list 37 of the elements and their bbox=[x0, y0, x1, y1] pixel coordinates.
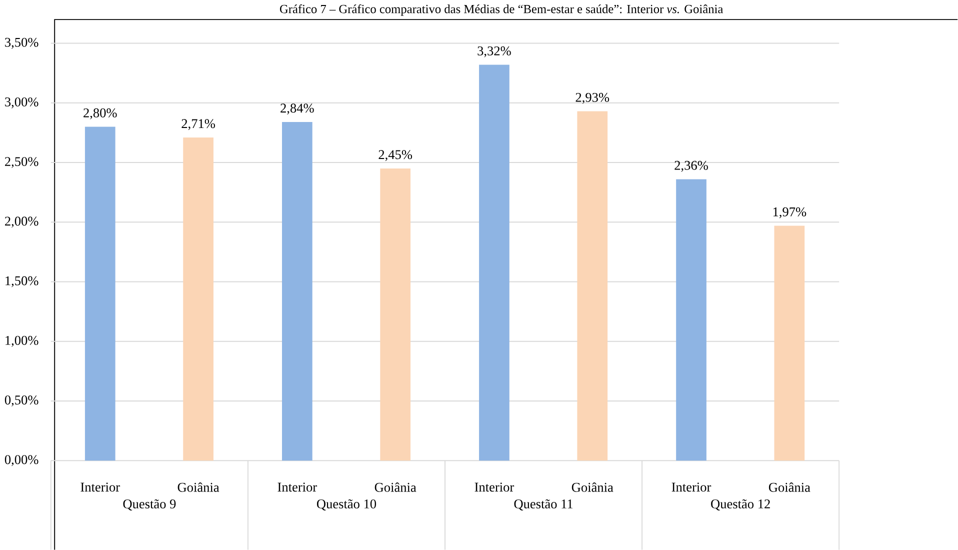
y-tick-label: 3,50% bbox=[5, 38, 38, 49]
bar bbox=[183, 137, 214, 460]
text: Goiânia bbox=[572, 482, 614, 492]
y-tick-label: 2,50% bbox=[5, 156, 38, 168]
text: Interior bbox=[278, 482, 317, 492]
bar bbox=[774, 226, 805, 460]
y-tick-label: 1,50% bbox=[6, 276, 38, 288]
chart-title: Gráfico 7 – Gráfico comparativo das Médias de “Bem-estar e saúde”: Interior vs. Goiânia bbox=[280, 4, 724, 16]
series-label: Interior bbox=[80, 482, 120, 492]
data-label: 2,84% bbox=[280, 104, 314, 114]
text: Interior bbox=[474, 482, 514, 492]
y-tick-label: 0,50% bbox=[4, 395, 38, 406]
y-tick-label: 1,00% bbox=[6, 336, 38, 347]
bar bbox=[577, 111, 608, 460]
data-label: 2,36% bbox=[674, 160, 708, 172]
text: Goiânia bbox=[178, 482, 220, 492]
y-tick-label: 3,00% bbox=[5, 97, 38, 108]
text: Interior bbox=[672, 482, 712, 492]
data-label: 2,93% bbox=[576, 92, 610, 104]
y-tick-label: 0,00% bbox=[4, 455, 38, 466]
bar bbox=[676, 179, 706, 460]
bar bbox=[282, 122, 312, 460]
y-tick-label: 2,00% bbox=[5, 216, 38, 228]
data-label: 2,71% bbox=[182, 119, 215, 130]
data-label: 3,32% bbox=[478, 46, 511, 58]
x-tick-label: Questão 9 bbox=[123, 499, 176, 510]
x-tick-label: Questão 12 bbox=[711, 499, 770, 510]
text: Goiânia bbox=[374, 482, 416, 492]
bar bbox=[84, 126, 116, 460]
bar bbox=[479, 64, 510, 460]
data-label: 1,97% bbox=[773, 207, 806, 218]
x-tick-label: Questão 11 bbox=[514, 499, 573, 510]
data-label: 2,45% bbox=[378, 150, 412, 161]
bar bbox=[380, 168, 411, 460]
series-label: Goiânia bbox=[768, 482, 810, 492]
x-tick-label: Questão 10 bbox=[316, 499, 376, 510]
data-label: 2,80% bbox=[84, 108, 117, 120]
